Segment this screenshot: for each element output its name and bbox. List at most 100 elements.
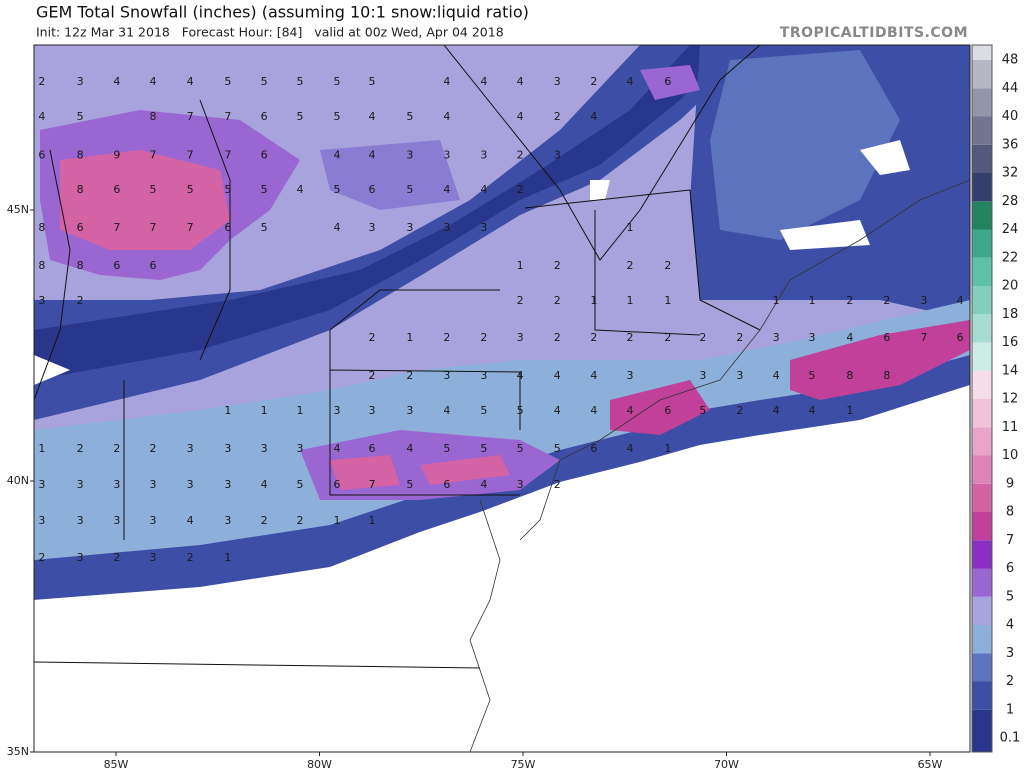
colorbar-label: 44 [1002,81,1019,96]
snow-amount: 4 [261,478,268,491]
snow-amount: 1 [224,551,231,564]
colorbar-swatch [972,540,992,569]
snow-amount: 2 [846,294,853,307]
colorbar-label: 32 [1002,166,1019,181]
snow-amount: 2 [664,331,671,344]
snow-amount: 2 [554,110,561,123]
snow-amount: 2 [38,75,45,88]
snow-amount: 4 [443,75,450,88]
snow-labels: 2 3 4 4 4 5 5 5 5 5 4 4 4 3 2 4 6 4 5 8 7 7 6 5 5 4 5 4 4 2 4 6 8 9 7 7 7 6 4 4… [38,75,963,564]
colorbar-label: 10 [1002,448,1019,463]
lat-label: 40N [7,474,29,487]
snow-amount: 3 [187,442,194,455]
colorbar-swatch [972,342,992,371]
snow-amount: 5 [77,110,84,123]
snow-amount: 6 [443,478,450,491]
colorbar-label: 6 [1006,561,1014,576]
snow-amount: 4 [517,75,524,88]
snow-amount: 1 [664,442,671,455]
colorbar-swatch [972,596,992,625]
coastline [469,179,970,752]
colorbar-swatch [972,568,992,597]
snow-amount: 7 [150,221,157,234]
snow-amount: 3 [699,369,706,382]
colorbar-label: 20 [1002,279,1019,294]
snow-amount: 4 [334,148,341,161]
colorbar-swatch [972,314,992,343]
snow-amount: 5 [480,404,487,417]
snow-amount: 1 [38,442,45,455]
snow-amount: 3 [150,478,157,491]
colorbar-swatch [972,653,992,682]
snow-amount: 4 [187,514,194,527]
snow-amount: 5 [296,478,303,491]
snow-amount: 1 [627,294,634,307]
colorbar-swatch [972,88,992,117]
snow-amount: 3 [920,294,927,307]
snow-amount: 2 [554,294,561,307]
snow-amount: 4 [590,110,597,123]
snow-amount: 3 [150,551,157,564]
snow-amount: 1 [296,404,303,417]
blob-long-island [610,380,710,435]
colorbar-label: 8 [1006,505,1014,520]
snow-amount: 5 [224,75,231,88]
snow-amount: 2 [38,551,45,564]
snow-amount: 2 [590,331,597,344]
snow-amount: 6 [664,404,671,417]
snow-amount: 7 [187,110,194,123]
colorbar-label: 2 [1006,674,1014,689]
snow-amount: 5 [334,110,341,123]
snow-amount: 7 [920,331,927,344]
snow-amount: 2 [664,259,671,272]
colorbar-label: 7 [1006,533,1014,548]
snow-amount: 4 [406,442,413,455]
snow-amount: 2 [554,259,561,272]
colorbar-label: 48 [1002,53,1019,68]
snow-amount: 1 [334,514,341,527]
snow-amount: 2 [627,259,634,272]
colorbar-swatch [972,201,992,230]
colorbar-label: 36 [1002,137,1019,152]
blob-top [640,65,700,100]
colorbar-label: 16 [1002,335,1019,350]
snow-amount: 4 [480,183,487,196]
snow-amount: 2 [736,331,743,344]
snow-amount: 2 [113,551,120,564]
snow-amount: 3 [808,331,815,344]
snow-amount: 3 [406,404,413,417]
snow-amount: 3 [480,369,487,382]
blob-michigan-core [60,150,230,250]
snow-amount: 8 [150,110,157,123]
snow-amount: 4 [773,404,780,417]
colorbar-swatch [972,709,992,752]
snow-amount: 3 [736,369,743,382]
blob-pa-core [330,455,510,490]
snow-amount: 5 [334,183,341,196]
colorbar-swatch [972,229,992,258]
snow-amount: 2 [77,294,84,307]
snow-amount: 4 [443,404,450,417]
snow-amount: 7 [369,478,376,491]
snow-amount: 6 [369,183,376,196]
snow-amount: 7 [113,221,120,234]
snow-amount: 4 [808,404,815,417]
snow-amount: 1 [406,331,413,344]
snow-amount: 5 [406,478,413,491]
snow-amount: 5 [261,183,268,196]
snow-amount: 3 [38,514,45,527]
snow-amount: 3 [113,514,120,527]
snow-amount: 2 [517,183,524,196]
snow-amount: 6 [77,221,84,234]
snow-amount: 3 [334,404,341,417]
snow-amount: 4 [443,183,450,196]
colorbar-swatch [972,144,992,173]
colorbar-swatch [972,116,992,145]
snow-amount: 3 [77,75,84,88]
snow-amount: 6 [664,75,671,88]
colorbar-swatch [972,60,992,89]
colorbar-label: 12 [1002,392,1019,407]
snow-amount: 4 [369,148,376,161]
snow-amount: 6 [38,148,45,161]
snow-amount: 8 [846,369,853,382]
